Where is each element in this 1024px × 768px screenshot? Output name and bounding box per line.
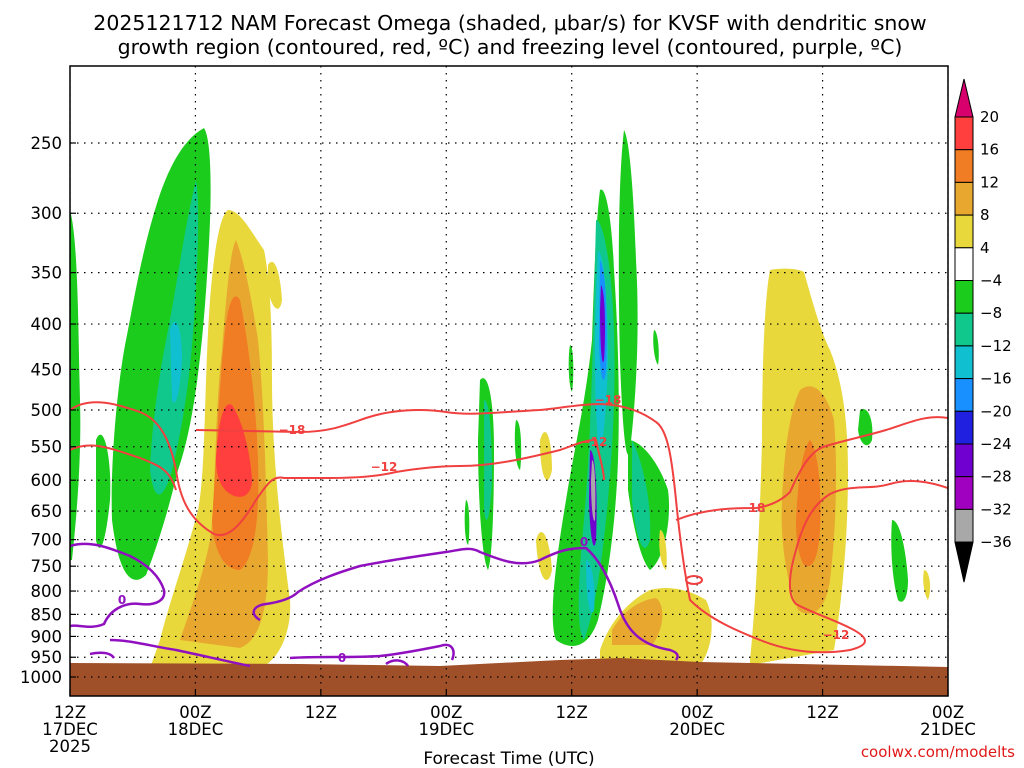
colorbar-tick-label: −32 <box>980 500 1012 518</box>
colorbar-tick-label: −24 <box>980 435 1012 453</box>
colorbar-segment <box>954 508 974 543</box>
freezing-label: 0 <box>338 651 346 665</box>
x-tick-label: 2025 <box>49 737 91 756</box>
colorbar-tick-label: −16 <box>980 370 1012 388</box>
colorbar-tick-label: −28 <box>980 468 1012 486</box>
credit-text: coolwx.com/modelts <box>861 743 1015 761</box>
colorbar-segment <box>954 280 974 314</box>
dgz-label: −12 <box>823 628 850 642</box>
plot-area: −18 −12 −18 −12 −18 −12 0 0 0 <box>70 66 948 696</box>
freezing-label: 0 <box>580 535 588 549</box>
omega-shading-gray <box>591 460 596 521</box>
x-tick-label: 21DEC <box>920 720 976 739</box>
x-tick-label: 19DEC <box>418 720 474 739</box>
colorbar-segment <box>954 476 974 510</box>
colorbar-tick-label: −8 <box>980 304 1002 322</box>
chart-title-line2: growth region (contoured, red, ºC) and f… <box>118 35 903 59</box>
colorbar-tick-label: 4 <box>980 239 990 257</box>
contour-labels: −18 −12 −18 −12 −18 −12 0 0 0 <box>118 393 850 665</box>
y-tick-label: 750 <box>31 557 63 576</box>
colorbar-tick-label: −20 <box>980 402 1012 420</box>
y-tick-label: 500 <box>31 401 63 420</box>
x-tick-label: 12Z <box>305 703 337 722</box>
y-tick-label: 350 <box>31 264 63 283</box>
colorbar-tick-label: −12 <box>980 337 1012 355</box>
y-tick-label: 650 <box>31 502 63 521</box>
colorbar-tick-label: −36 <box>980 533 1012 551</box>
colorbar-tick-label: 12 <box>980 173 999 191</box>
colorbar-tick-label: 20 <box>980 108 999 126</box>
dgz-label: −18 <box>279 423 306 437</box>
colorbar-segment <box>954 443 974 478</box>
vertical-gridlines <box>70 66 948 696</box>
colorbar-tick-label: −4 <box>980 272 1002 290</box>
freezing-level-contours <box>70 542 679 668</box>
colorbar-tick-label: 16 <box>980 141 999 159</box>
omega-shading-red <box>216 404 252 497</box>
y-axis: 250 300 350 400 450 500 550 600 650 700 750 800 850 9… <box>20 134 76 687</box>
colorbar-top-arrow <box>954 78 974 118</box>
x-tick-label: 17DEC <box>42 720 98 739</box>
colorbar-segment <box>954 247 974 282</box>
y-tick-label: 700 <box>31 531 63 550</box>
x-tick-label: 00Z <box>932 703 964 722</box>
plot-frame <box>69 65 949 697</box>
colorbar-segment <box>954 312 974 347</box>
y-tick-label: 250 <box>31 134 63 153</box>
x-axis-label: Forecast Time (UTC) <box>423 749 594 768</box>
y-tick-label: 600 <box>31 471 63 490</box>
x-tick-label: 00Z <box>681 703 713 722</box>
chart-title-line1: 2025121712 NAM Forecast Omega (shaded, μ… <box>93 11 926 35</box>
y-tick-label: 1000 <box>20 668 62 687</box>
dgz-label: −12 <box>371 460 398 474</box>
colorbar-segment <box>954 378 974 412</box>
x-tick-label: 12Z <box>556 703 588 722</box>
x-tick-label: 00Z <box>430 703 462 722</box>
freezing-label: 0 <box>118 593 126 607</box>
dgz-contours <box>70 401 948 654</box>
colorbar-segment <box>954 181 974 216</box>
y-tick-label: 950 <box>31 648 63 667</box>
x-tick-label: 20DEC <box>669 720 725 739</box>
terrain-fill <box>70 658 948 696</box>
y-tick-label: 450 <box>31 360 63 379</box>
dgz-small-loop <box>685 575 703 585</box>
y-tick-label: 800 <box>31 582 63 601</box>
x-tick-label: 00Z <box>179 703 211 722</box>
dgz-label: −18 <box>739 501 766 515</box>
y-tick-label: 300 <box>31 204 63 223</box>
dgz-label: −18 <box>595 393 622 407</box>
colorbar-segment <box>954 116 974 151</box>
y-tick-label: 850 <box>31 605 63 624</box>
x-tick-label: 12Z <box>54 703 86 722</box>
y-tick-label: 550 <box>31 438 63 457</box>
dgz-label: −12 <box>581 435 608 449</box>
colorbar-bottom-arrow <box>954 541 974 583</box>
colorbar: 20 16 12 8 4 −4 −8 −12 −16 −20 −24 −28 −32 −36 <box>954 78 1012 583</box>
colorbar-segment <box>954 410 974 445</box>
x-tick-label: 12Z <box>806 703 838 722</box>
y-tick-label: 400 <box>31 315 63 334</box>
colorbar-segment <box>954 149 974 183</box>
colorbar-segment <box>954 345 974 380</box>
colorbar-segment <box>954 214 974 249</box>
x-tick-label: 18DEC <box>168 720 224 739</box>
colorbar-tick-label: 8 <box>980 206 990 224</box>
y-tick-label: 900 <box>31 627 63 646</box>
